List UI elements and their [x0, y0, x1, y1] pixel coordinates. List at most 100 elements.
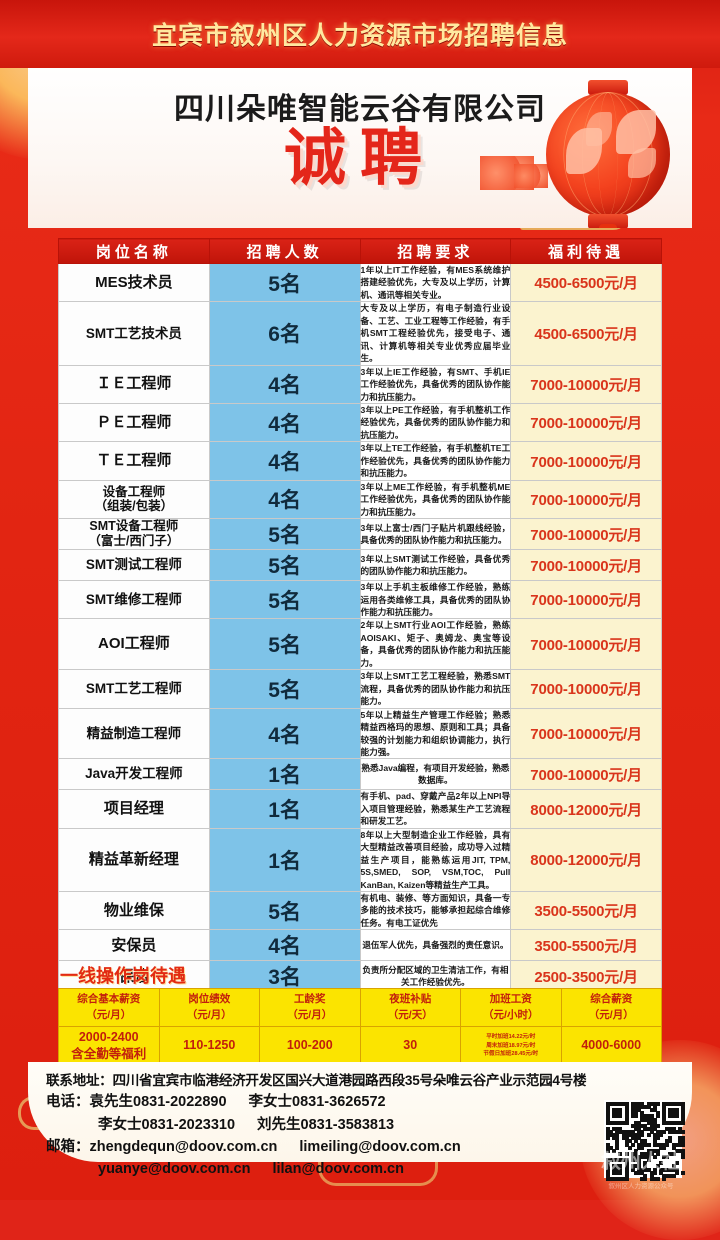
cell-headcount: 5名	[208, 262, 361, 303]
cell-requirements: 2年以上SMT行业AOI工作经验，熟练AOISAKI、矩子、奥姆龙、奥宝等设备，…	[359, 618, 512, 671]
pay-value-cell: 4000-6000	[560, 1026, 662, 1066]
cell-post-name: 项目经理	[58, 789, 210, 829]
table-row: 精益制造工程师 4名 5年以上精益生产管理工作经验；熟悉精益西格玛的思想、原则和工具…	[58, 707, 662, 760]
email-lilan[interactable]: lilan@doov.com.cn	[272, 1161, 404, 1178]
qr-code[interactable]	[604, 1100, 696, 1192]
cell-requirements: 3年以上SMT测试工作经验，具备优秀的团队协作能力和抗压能力。	[359, 549, 512, 582]
column-header-salary: 福利待遇	[510, 238, 662, 264]
table-row: MES技术员 5名 1年以上IT工作经验，有MES系统维护搭建经验优先，大专及以上学…	[58, 262, 662, 303]
cell-salary: 4500-6500元/月	[510, 301, 662, 366]
pay-column-header: 综合基本薪资 （元/月）	[58, 988, 160, 1027]
cell-headcount: 4名	[208, 707, 361, 760]
cell-requirements: 1年以上IT工作经验，有MES系统维护搭建经验优先，大专及以上学历，计算机、通讯…	[359, 262, 512, 303]
cell-headcount: 5名	[208, 580, 361, 620]
cell-post-name: ＴＥ工程师	[58, 441, 210, 481]
table-row: SMT设备工程师 （富士/西门子） 5名 3年以上富士/西门子贴片机跟线经验，具备优秀…	[58, 518, 662, 551]
cell-salary: 7000-10000元/月	[510, 402, 662, 443]
email-zhengdequn[interactable]: zhengdequn@doov.com.cn	[89, 1139, 278, 1155]
cell-requirements: 有手机、pad、穿戴产品2年以上NPI导入项目管理经验，熟悉某生产工艺流程和研发…	[359, 789, 512, 829]
email-yuanye[interactable]: yuanye@doov.com.cn	[98, 1161, 251, 1178]
cell-salary: 7000-10000元/月	[510, 364, 662, 404]
company-name: 四川朵唯智能云谷有限公司	[174, 93, 546, 126]
frontline-pay-table: 综合基本薪资 （元/月） 岗位绩效 （元/月） 工龄奖 （元/月） 夜班补贴 （元/天） 加班工…	[58, 988, 662, 1066]
contact-address-line: 联系地址：四川省宜宾市临港经济开发区国兴大道港园路西段35号朵唯云谷产业示范园4…	[46, 1070, 676, 1091]
cell-post-name: SMT维修工程师	[58, 580, 210, 620]
pay-value-cell: 平时加班14.22元/时 周末加班18.97元/时 节假日加班28.45元/时	[460, 1026, 562, 1066]
table-row: ＩＥ工程师 4名 3年以上IE工作经验，有SMT、手机IE工作经验优先，具备优秀的团…	[58, 364, 662, 404]
cell-salary: 8000-12000元/月	[510, 789, 662, 829]
email-label: 邮箱：	[46, 1139, 90, 1155]
cell-requirements: 熟悉Java编程，有项目开发经验，熟悉数据库。	[359, 758, 512, 791]
email-limeiling[interactable]: limeiling@doov.com.cn	[299, 1139, 461, 1155]
column-header-count: 招聘人数	[208, 238, 361, 264]
table-row: Java开发工程师 1名 熟悉Java编程，有项目开发经验，熟悉数据库。 7000-1…	[58, 758, 662, 791]
cell-salary: 4500-6500元/月	[510, 262, 662, 303]
cell-post-name: ＩＥ工程师	[58, 364, 210, 404]
cell-headcount: 5名	[208, 891, 361, 931]
cell-salary: 7000-10000元/月	[510, 441, 662, 481]
cell-headcount: 4名	[208, 441, 361, 481]
cell-headcount: 5名	[208, 669, 361, 709]
pay-column-header: 综合薪资 （元/月）	[560, 988, 662, 1027]
table-row: 物业维保 5名 有机电、装修、等方面知识，具备一专多能的技术技巧，能够承担起综合维修…	[58, 891, 662, 931]
cell-post-name: Java开发工程师	[58, 758, 210, 791]
jobs-table-container: 岗位名称 招聘人数 招聘要求 福利待遇 MES技术员 5名 1年以上IT工作经验，有…	[58, 238, 662, 993]
cell-post-name: SMT设备工程师 （富士/西门子）	[58, 518, 210, 551]
contact-panel: 联系地址：四川省宜宾市临港经济开发区国兴大道港园路西段35号朵唯云谷产业示范园4…	[28, 1062, 692, 1177]
cloud-swirl-bottom	[318, 1146, 438, 1186]
cell-headcount: 4名	[208, 402, 361, 443]
cell-salary: 2500-3500元/月	[510, 960, 662, 993]
pay-value-cell: 30	[359, 1026, 461, 1066]
table-row: 精益革新经理 1名 8年以上大型制造企业工作经验，具有大型精益改善项目经验，成功导入…	[58, 827, 662, 893]
table-row: AOI工程师 5名 2年以上SMT行业AOI工作经验，熟练AOISAKI、矩子、奥姆…	[58, 618, 662, 671]
pay-column-header: 岗位绩效 （元/月）	[158, 988, 260, 1027]
cell-headcount: 5名	[208, 549, 361, 582]
table-row: ＰＥ工程师 4名 3年以上PE工作经验，有手机整机工作经验优先，具备优秀的团队协作能…	[58, 402, 662, 443]
pay-column-header: 工龄奖 （元/月）	[259, 988, 361, 1027]
jobs-table: 岗位名称 招聘人数 招聘要求 福利待遇 MES技术员 5名 1年以上IT工作经验，有…	[58, 238, 662, 993]
table-row: ＴＥ工程师 4名 3年以上TE工作经验，有手机整机TE工作经验优先，具备优秀的团队协…	[58, 441, 662, 481]
qr-code-image	[604, 1100, 685, 1181]
phone-li-1[interactable]: 李女士0831-3626572	[248, 1094, 386, 1111]
cell-post-name: 设备工程师 （组装/包装）	[58, 479, 210, 520]
jobs-table-header-row: 岗位名称 招聘人数 招聘要求 福利待遇	[58, 238, 662, 264]
cell-headcount: 1名	[208, 758, 361, 791]
cell-requirements: 8年以上大型制造企业工作经验，具有大型精益改善项目经验，成功导入过精益生产项目，…	[359, 827, 512, 893]
cell-headcount: 5名	[208, 618, 361, 671]
phone-li-2[interactable]: 李女士0831-2023310	[98, 1116, 236, 1133]
cell-post-name: AOI工程师	[58, 618, 210, 671]
cell-post-name: 精益革新经理	[58, 827, 210, 893]
cell-requirements: 3年以上IE工作经验，有SMT、手机IE工作经验优先，具备优秀的团队协作能力和抗…	[359, 364, 512, 404]
cell-salary: 7000-10000元/月	[510, 479, 662, 520]
cell-requirements: 有机电、装修、等方面知识，具备一专多能的技术技巧，能够承担起综合维修任务。有电工…	[359, 891, 512, 931]
column-header-requirements: 招聘要求	[359, 238, 512, 264]
frontline-pay-table-container: 综合基本薪资 （元/月） 岗位绩效 （元/月） 工龄奖 （元/月） 夜班补贴 （元/天） 加班工…	[58, 988, 662, 1066]
pay-table-header-row: 综合基本薪资 （元/月） 岗位绩效 （元/月） 工龄奖 （元/月） 夜班补贴 （元/天） 加班工…	[58, 988, 662, 1027]
phone-label: 电话：	[46, 1094, 90, 1111]
cell-headcount: 6名	[208, 301, 361, 366]
address-value: 四川省宜宾市临港经济开发区国兴大道港园路西段35号朵唯云谷产业示范园4号楼	[112, 1073, 587, 1088]
cell-post-name: SMT测试工程师	[58, 549, 210, 582]
cell-requirements: 大专及以上学历，有电子制造行业设备、工艺、工业工程等工作经验，有手机SMT工程经…	[359, 301, 512, 366]
pay-column-header: 夜班补贴 （元/天）	[359, 988, 461, 1027]
pay-value-cell: 100-200	[259, 1026, 361, 1066]
cell-headcount: 1名	[208, 789, 361, 829]
cell-post-name: 保洁	[58, 960, 210, 993]
cell-salary: 8000-12000元/月	[510, 827, 662, 893]
contact-phone-line-1: 电话：袁先生0831-2022890 李女士0831-3626572	[46, 1091, 676, 1113]
phone-yuan[interactable]: 袁先生0831-2022890	[89, 1094, 227, 1111]
cell-requirements: 3年以上手机主板维修工作经验，熟练运用各类维修工具，具备优秀的团队协作能力和抗压…	[359, 580, 512, 620]
contact-email-line-2: yuanye@doov.com.cn lilan@doov.com.cn	[46, 1158, 676, 1180]
cell-requirements: 5年以上精益生产管理工作经验；熟悉精益西格玛的思想、原则和工具；具备较强的计划能…	[359, 707, 512, 760]
cell-salary: 7000-10000元/月	[510, 580, 662, 620]
cell-post-name: SMT工艺技术员	[58, 301, 210, 366]
cell-post-name: ＰＥ工程师	[58, 402, 210, 443]
cell-requirements: 负责所分配区域的卫生清洁工作，有相关工作经验优先。	[359, 960, 512, 993]
phone-liu[interactable]: 刘先生0831-3583813	[257, 1116, 395, 1133]
table-row: 项目经理 1名 有手机、pad、穿戴产品2年以上NPI导入项目管理经验，熟悉某生产工…	[58, 789, 662, 829]
cell-requirements: 3年以上富士/西门子贴片机跟线经验，具备优秀的团队协作能力和抗压能力。	[359, 518, 512, 551]
cell-salary: 3500-5500元/月	[510, 891, 662, 931]
table-row: SMT维修工程师 5名 3年以上手机主板维修工作经验，熟练运用各类维修工具，具备优秀…	[58, 580, 662, 620]
cell-requirements: 3年以上TE工作经验，有手机整机TE工作经验优先，具备优秀的团队协作能力和抗压能…	[359, 441, 512, 481]
cell-salary: 7000-10000元/月	[510, 618, 662, 671]
